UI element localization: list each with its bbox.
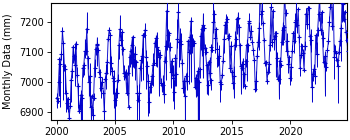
Y-axis label: Monthly Data (mm): Monthly Data (mm) xyxy=(4,14,13,109)
